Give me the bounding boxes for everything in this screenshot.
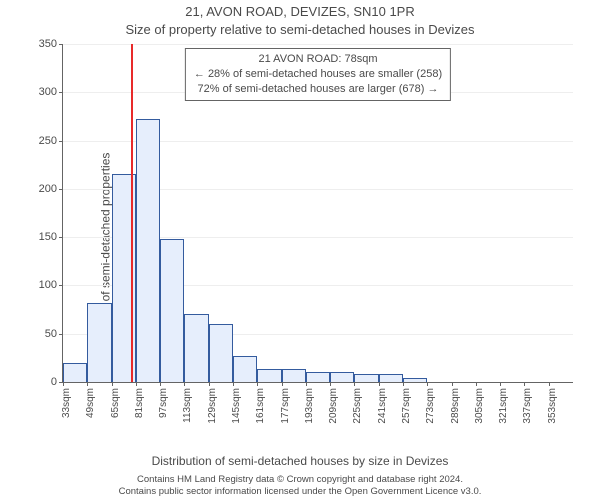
x-tick: [112, 382, 113, 386]
x-tick: [209, 382, 210, 386]
x-tick: [476, 382, 477, 386]
x-tick: [500, 382, 501, 386]
x-tick-label: 289sqm: [450, 388, 461, 424]
chart-subtitle: Size of property relative to semi-detach…: [0, 22, 600, 37]
footer: Contains HM Land Registry data © Crown c…: [0, 474, 600, 498]
y-tick-label: 150: [39, 231, 63, 243]
x-tick: [257, 382, 258, 386]
x-tick: [549, 382, 550, 386]
x-tick: [452, 382, 453, 386]
histogram-bar: [136, 119, 160, 382]
marker-line: [131, 44, 133, 382]
histogram-bar: [160, 239, 184, 382]
x-tick: [160, 382, 161, 386]
histogram-bar: [354, 374, 378, 382]
x-tick: [63, 382, 64, 386]
x-tick-label: 97sqm: [158, 388, 169, 418]
x-tick-label: 337sqm: [522, 388, 533, 424]
x-tick-label: 353sqm: [547, 388, 558, 424]
x-axis-label: Distribution of semi-detached houses by …: [0, 454, 600, 468]
chart-title-address: 21, AVON ROAD, DEVIZES, SN10 1PR: [0, 4, 600, 19]
x-tick: [87, 382, 88, 386]
x-tick-label: 241sqm: [377, 388, 388, 424]
histogram-bar: [209, 324, 233, 382]
footer-line-2: Contains public sector information licen…: [0, 486, 600, 498]
x-tick: [330, 382, 331, 386]
histogram-bar: [257, 369, 281, 382]
x-tick: [282, 382, 283, 386]
x-tick-label: 33sqm: [61, 388, 72, 418]
y-tick-label: 250: [39, 135, 63, 147]
x-tick-label: 113sqm: [182, 388, 193, 423]
y-tick-label: 100: [39, 279, 63, 291]
x-tick: [354, 382, 355, 386]
x-tick-label: 49sqm: [85, 388, 96, 418]
y-tick-label: 200: [39, 183, 63, 195]
plot-area: 21 AVON ROAD: 78sqm ← 28% of semi-detach…: [62, 44, 573, 383]
x-tick: [306, 382, 307, 386]
x-tick-label: 145sqm: [231, 388, 242, 424]
x-tick-label: 161sqm: [255, 388, 266, 424]
annotation-box: 21 AVON ROAD: 78sqm ← 28% of semi-detach…: [185, 48, 451, 101]
histogram-bar: [87, 303, 111, 382]
footer-line-1: Contains HM Land Registry data © Crown c…: [0, 474, 600, 486]
x-tick-label: 81sqm: [134, 388, 145, 418]
histogram-bar: [306, 372, 330, 382]
histogram-bar: [63, 363, 87, 382]
x-tick: [427, 382, 428, 386]
gridline: [63, 44, 573, 45]
x-tick-label: 65sqm: [110, 388, 121, 418]
x-tick-label: 177sqm: [280, 388, 291, 424]
x-tick-label: 129sqm: [207, 388, 218, 424]
histogram-bar: [330, 372, 354, 382]
x-tick-label: 193sqm: [304, 388, 315, 424]
x-tick-label: 225sqm: [352, 388, 363, 424]
x-tick: [379, 382, 380, 386]
chart-container: { "title_line1": "21, AVON ROAD, DEVIZES…: [0, 0, 600, 500]
annotation-line-1: 21 AVON ROAD: 78sqm: [194, 52, 442, 67]
y-tick-label: 300: [39, 86, 63, 98]
x-tick-label: 321sqm: [498, 388, 509, 424]
histogram-bar: [233, 356, 257, 382]
y-tick-label: 0: [51, 376, 63, 388]
histogram-bar: [379, 374, 403, 382]
x-tick-label: 305sqm: [474, 388, 485, 424]
y-tick-label: 350: [39, 38, 63, 50]
histogram-bar: [184, 314, 208, 382]
histogram-bar: [282, 369, 306, 382]
annotation-line-2: ← 28% of semi-detached houses are smalle…: [194, 67, 442, 82]
x-tick: [403, 382, 404, 386]
x-tick-label: 209sqm: [328, 388, 339, 424]
x-tick: [136, 382, 137, 386]
x-tick-label: 273sqm: [425, 388, 436, 424]
histogram-bar: [403, 378, 427, 382]
x-tick-label: 257sqm: [401, 388, 412, 424]
annotation-line-3: 72% of semi-detached houses are larger (…: [194, 82, 442, 97]
x-tick: [233, 382, 234, 386]
y-tick-label: 50: [45, 328, 63, 340]
x-tick: [184, 382, 185, 386]
x-tick: [524, 382, 525, 386]
